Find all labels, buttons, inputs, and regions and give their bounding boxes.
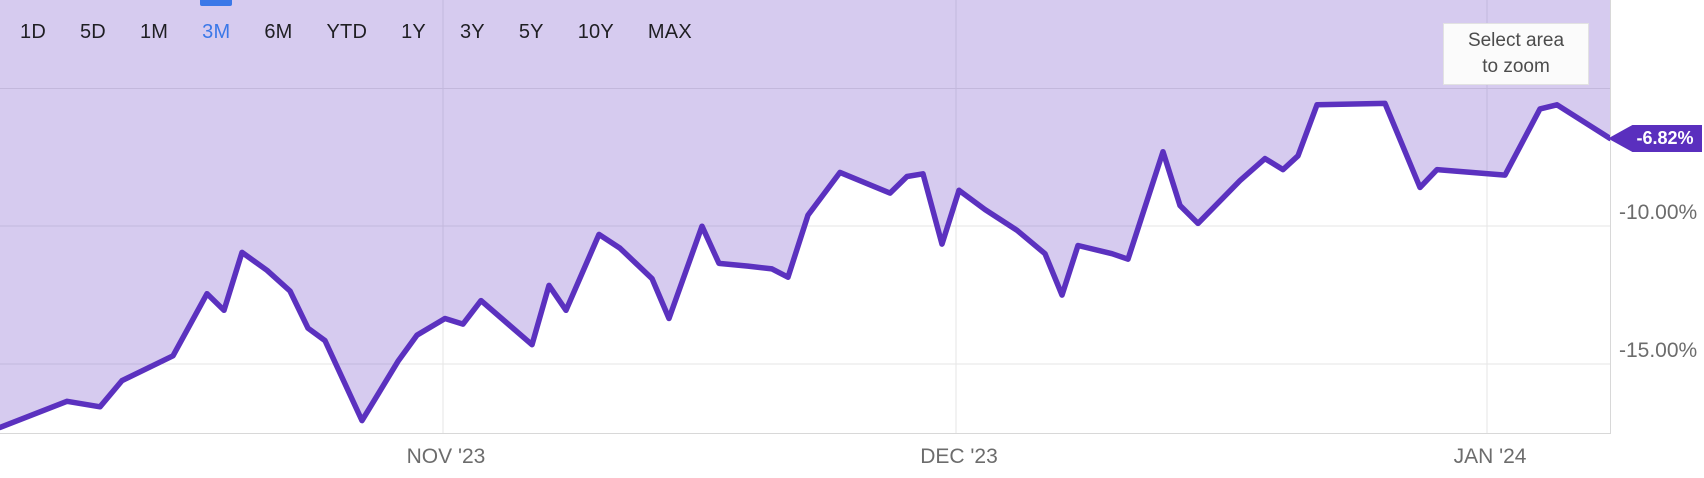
x-axis-tick-label: NOV '23 <box>406 445 486 468</box>
range-toolbar: 1D 5D 1M 3M 6M YTD 1Y 3Y 5Y 10Y MAX <box>0 0 704 64</box>
y-axis-tick-label: -15.00% <box>1619 339 1698 363</box>
current-value-label: -6.82% <box>1636 127 1694 148</box>
zoom-hint-line2: to zoom <box>1482 56 1550 77</box>
x-axis-tick-label: DEC '23 <box>920 445 998 468</box>
area-fill <box>0 0 1610 428</box>
range-button-10y[interactable]: 10Y <box>566 0 626 64</box>
selected-range-indicator <box>200 0 233 6</box>
range-button-5y[interactable]: 5Y <box>507 0 556 64</box>
range-button-6m[interactable]: 6M <box>252 0 304 64</box>
range-button-1y[interactable]: 1Y <box>389 0 438 64</box>
range-button-3y[interactable]: 3Y <box>448 0 497 64</box>
range-button-5d[interactable]: 5D <box>68 0 118 64</box>
zoom-hint-line1: Select area <box>1467 30 1565 51</box>
range-button-ytd[interactable]: YTD <box>315 0 380 64</box>
chart-plot-area[interactable]: 1D 5D 1M 3M 6M YTD 1Y 3Y 5Y 10Y MAX Select area to… <box>0 0 1611 434</box>
range-button-1d[interactable]: 1D <box>8 0 58 64</box>
current-value-badge: -6.82% <box>1608 124 1702 152</box>
chart-svg[interactable] <box>0 0 1610 433</box>
price-line <box>0 100 1610 431</box>
zoom-hint: Select area to zoom <box>1443 23 1589 85</box>
range-button-max[interactable]: MAX <box>636 0 704 64</box>
range-button-1m[interactable]: 1M <box>128 0 180 64</box>
range-button-3m[interactable]: 3M <box>190 0 242 64</box>
y-axis-tick-label: -10.00% <box>1619 201 1698 225</box>
x-axis-tick-label: JAN '24 <box>1453 445 1527 468</box>
